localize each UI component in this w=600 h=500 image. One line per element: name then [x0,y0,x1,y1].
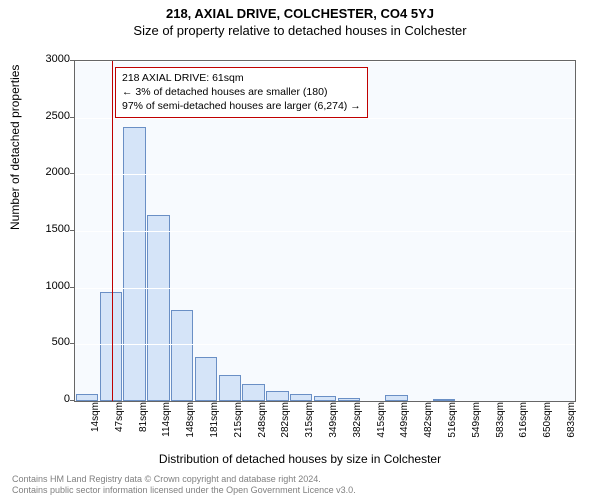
x-tick-label: 449sqm [399,402,410,452]
y-tick-mark [70,173,74,174]
footer-line-2: Contains public sector information licen… [12,485,356,496]
bar [290,394,312,401]
x-tick-label: 482sqm [423,402,434,452]
y-tick-mark [70,117,74,118]
y-tick-mark [70,287,74,288]
address-line: 218, AXIAL DRIVE, COLCHESTER, CO4 5YJ [0,0,600,21]
x-tick-label: 516sqm [447,402,458,452]
info-line-1: 218 AXIAL DRIVE: 61sqm [122,71,361,85]
footer-text: Contains HM Land Registry data © Crown c… [12,474,356,497]
bar [171,310,193,401]
y-tick-mark [70,400,74,401]
x-tick-label: 248sqm [257,402,268,452]
y-tick-label: 2500 [30,110,70,122]
x-tick-label: 616sqm [518,402,529,452]
x-tick-label: 148sqm [185,402,196,452]
x-tick-label: 282sqm [280,402,291,452]
bar [76,394,98,401]
bar [195,357,217,401]
bar [219,375,241,401]
y-tick-label: 0 [30,393,70,405]
y-tick-mark [70,343,74,344]
bar [100,292,122,401]
x-tick-label: 114sqm [161,402,172,452]
x-tick-label: 549sqm [471,402,482,452]
grid-line [75,118,575,119]
y-tick-label: 1500 [30,223,70,235]
marker-line [112,61,113,401]
bar [242,384,264,401]
x-tick-label: 683sqm [566,402,577,452]
grid-line [75,288,575,289]
y-tick-mark [70,230,74,231]
x-tick-label: 349sqm [328,402,339,452]
bar [123,127,145,401]
y-tick-label: 3000 [30,53,70,65]
x-tick-label: 583sqm [495,402,506,452]
bar [385,395,407,401]
grid-line [75,61,575,62]
x-tick-label: 415sqm [376,402,387,452]
grid-line [75,231,575,232]
bar [314,396,336,401]
x-tick-label: 650sqm [542,402,553,452]
bar [147,215,169,401]
bar [338,398,360,401]
y-tick-label: 1000 [30,280,70,292]
y-tick-label: 500 [30,336,70,348]
chart-title: Size of property relative to detached ho… [0,21,600,38]
grid-line [75,344,575,345]
x-tick-label: 81sqm [138,402,149,452]
x-tick-label: 14sqm [90,402,101,452]
bar [433,399,455,401]
y-axis-label: Number of detached properties [8,65,22,230]
x-tick-label: 315sqm [304,402,315,452]
y-tick-label: 2000 [30,166,70,178]
grid-line [75,174,575,175]
plot-area: 218 AXIAL DRIVE: 61sqm ← 3% of detached … [74,60,576,402]
x-tick-label: 181sqm [209,402,220,452]
info-line-3: 97% of semi-detached houses are larger (… [122,99,361,113]
info-line-2: ← 3% of detached houses are smaller (180… [122,85,361,99]
x-axis-label: Distribution of detached houses by size … [0,452,600,466]
footer-line-1: Contains HM Land Registry data © Crown c… [12,474,356,485]
x-tick-label: 215sqm [233,402,244,452]
x-tick-label: 47sqm [114,402,125,452]
info-box: 218 AXIAL DRIVE: 61sqm ← 3% of detached … [115,67,368,118]
y-tick-mark [70,60,74,61]
bar [266,391,288,401]
x-tick-label: 382sqm [352,402,363,452]
